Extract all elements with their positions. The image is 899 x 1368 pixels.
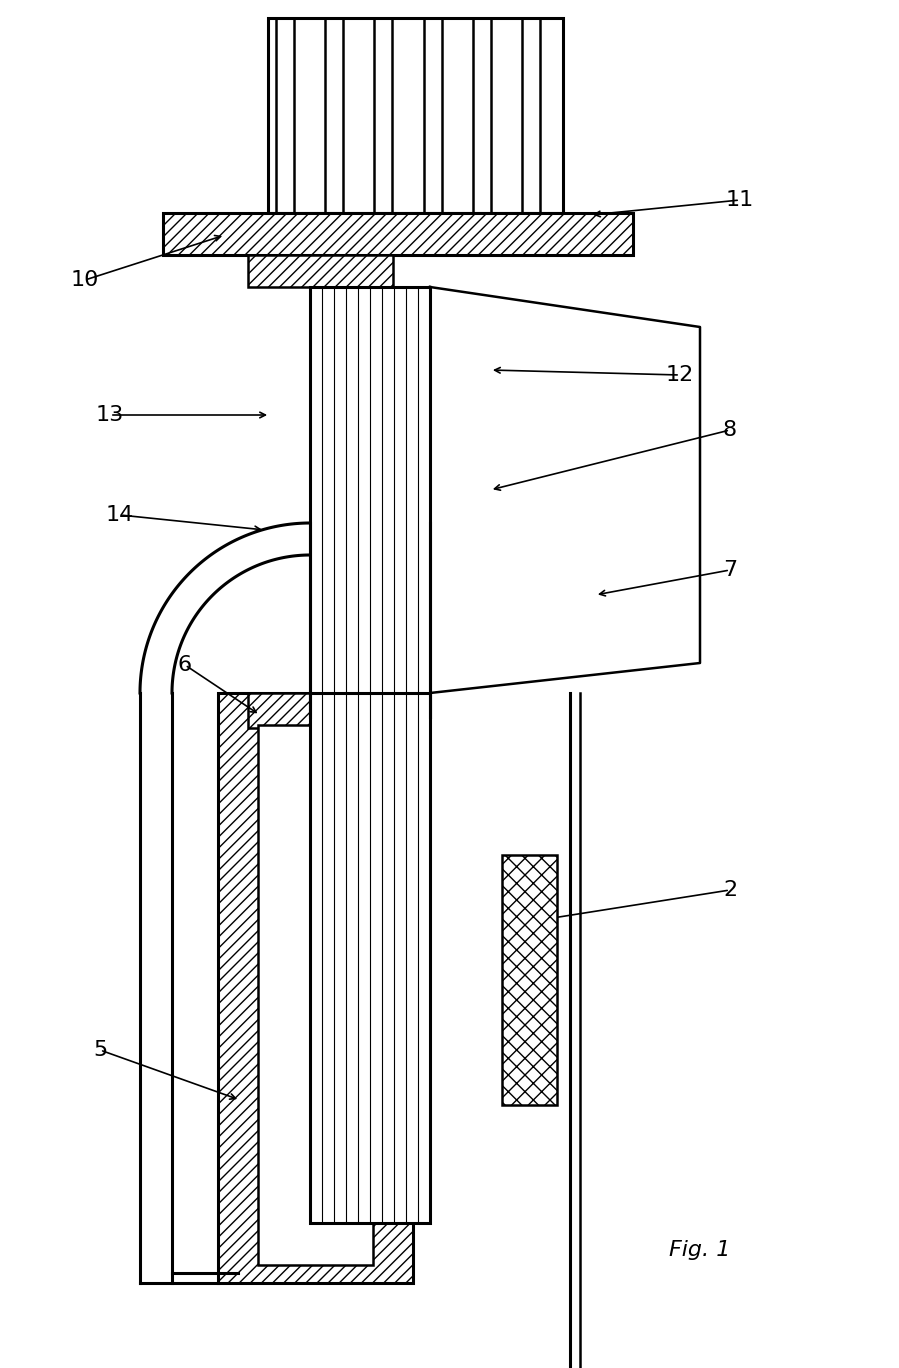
- Text: 14: 14: [106, 505, 134, 525]
- Text: 2: 2: [723, 880, 737, 900]
- Bar: [502, 855, 557, 1105]
- Text: 13: 13: [96, 405, 124, 425]
- Bar: [258, 725, 373, 1265]
- Text: 11: 11: [725, 190, 754, 211]
- Bar: [268, 18, 563, 213]
- Bar: [218, 694, 413, 1283]
- Text: 8: 8: [723, 420, 737, 440]
- Bar: [248, 694, 393, 728]
- Text: 6: 6: [178, 655, 192, 674]
- Text: 12: 12: [666, 365, 694, 384]
- Bar: [310, 287, 430, 717]
- Text: Fig. 1: Fig. 1: [670, 1239, 731, 1260]
- Bar: [310, 694, 430, 1223]
- Text: 10: 10: [71, 269, 99, 290]
- Text: 5: 5: [93, 1040, 107, 1060]
- Bar: [163, 213, 633, 254]
- Text: 7: 7: [723, 560, 737, 580]
- Bar: [248, 254, 393, 287]
